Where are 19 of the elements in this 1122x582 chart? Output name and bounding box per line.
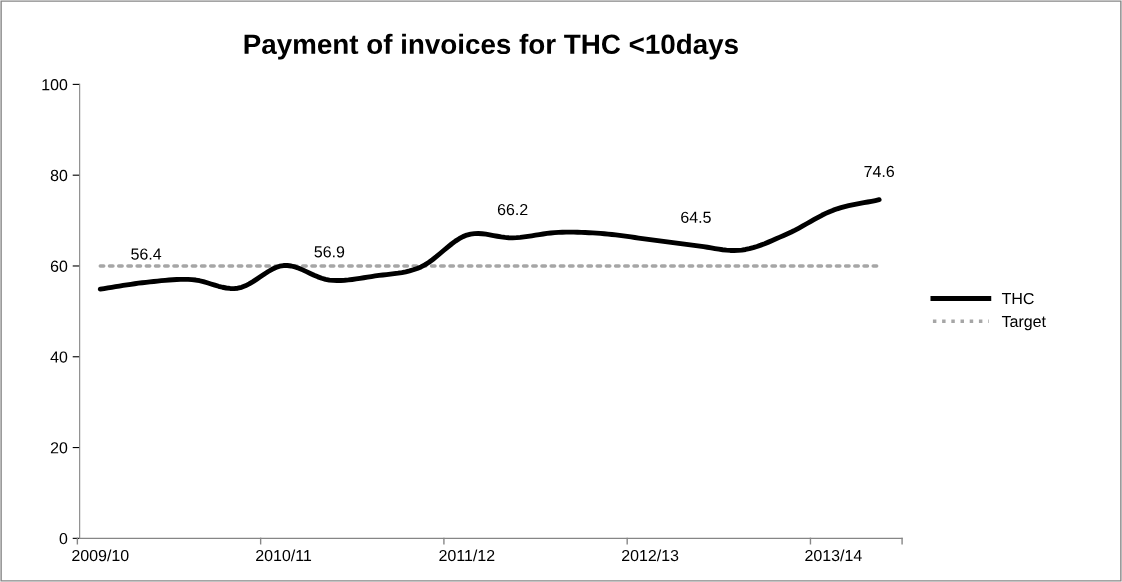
data-label: 56.9 [314, 246, 345, 258]
x-tick-label: 2013/14 [805, 549, 862, 562]
x-tick-label: 2009/10 [72, 549, 129, 562]
legend-label: Target [1001, 315, 1046, 331]
y-tick-label: 0 [59, 532, 68, 545]
data-label: 56.4 [131, 248, 162, 260]
data-label: 64.5 [681, 211, 711, 223]
legend-label: THC [1001, 292, 1034, 305]
data-label: 66.2 [497, 203, 528, 216]
y-tick-label: 80 [50, 169, 68, 182]
y-tick-label: 20 [50, 442, 68, 454]
x-tick-label: 2010/11 [256, 549, 312, 562]
data-label: 74.6 [864, 165, 895, 178]
x-tick-label: 2012/13 [622, 549, 679, 562]
x-tick-label: 2011/12 [439, 549, 495, 562]
y-tick-label: 60 [50, 260, 68, 272]
y-tick-label: 40 [50, 351, 68, 363]
chart-title: Payment of invoices for THC <10days [244, 33, 738, 60]
y-tick-label: 100 [42, 79, 68, 91]
